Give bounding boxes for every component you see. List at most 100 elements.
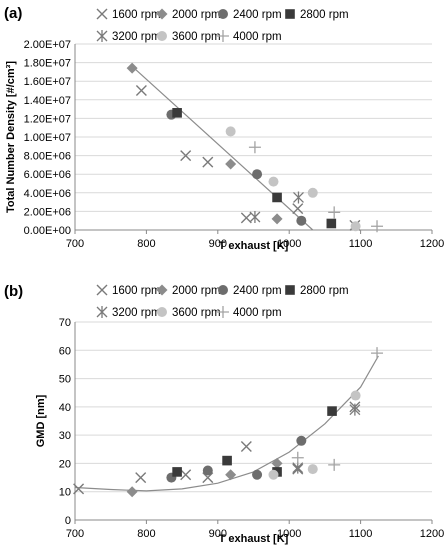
legend-marker: [96, 8, 108, 20]
y-tick-label: 60: [59, 345, 71, 357]
legend-entry: 1600 rpm: [96, 8, 161, 21]
data-point: [271, 457, 283, 469]
series-2400-rpm: [166, 435, 307, 483]
data-point: [328, 206, 341, 219]
data-point: [172, 467, 182, 477]
data-point: [240, 440, 252, 452]
series-4000-rpm: [291, 347, 384, 471]
y-tick-label: 2.00E+06: [24, 206, 71, 218]
x-tick-label: 700: [66, 528, 84, 540]
y-tick-label: 8.00E+06: [24, 151, 71, 163]
data-point: [249, 210, 261, 223]
legend-entry: 3200 rpm: [96, 306, 161, 319]
legend-marker: [157, 31, 167, 41]
legend-label: 2800 rpm: [300, 9, 349, 21]
legend-marker: [96, 30, 108, 42]
data-point: [252, 169, 263, 180]
x-tick-label: 1200: [420, 528, 444, 540]
data-point: [126, 486, 138, 498]
data-point: [296, 435, 307, 446]
data-point: [328, 458, 341, 471]
y-tick-label: 20: [59, 458, 71, 470]
x-tick-label: 1100: [349, 528, 373, 540]
y-tick-label: 70: [59, 317, 71, 329]
data-point: [248, 141, 261, 154]
y-tick-label: 4.00E+06: [24, 188, 71, 200]
legend-entry: 4000 rpm: [217, 306, 282, 319]
y-tick-label: 1.60E+07: [24, 76, 71, 88]
y-tick-label: 40: [59, 402, 71, 414]
y-tick-label: 10: [59, 487, 71, 499]
panel-label: (b): [4, 283, 23, 300]
data-point: [291, 451, 304, 464]
data-point: [296, 215, 307, 226]
legend-marker: [218, 9, 228, 19]
data-point: [252, 469, 263, 480]
data-point: [202, 472, 214, 484]
x-tick-label: 700: [66, 238, 84, 250]
legend-marker: [217, 30, 229, 42]
data-point: [271, 213, 283, 225]
data-point: [350, 221, 361, 232]
y-tick-label: 1.20E+07: [24, 113, 71, 125]
legend-label: 4000 rpm: [233, 307, 282, 319]
data-point: [268, 469, 279, 480]
legend-label: 2400 rpm: [233, 9, 282, 21]
data-point: [307, 464, 318, 475]
x-tick-label: 1100: [349, 238, 373, 250]
legend-entry: 3600 rpm: [157, 31, 221, 43]
legend-label: 1600 rpm: [112, 285, 161, 297]
legend-label: 2000 rpm: [172, 9, 221, 21]
x-axis-label: T exhaust [K]: [219, 533, 289, 545]
trendline: [74, 355, 379, 492]
data-point: [293, 191, 304, 204]
legend-label: 2400 rpm: [233, 285, 282, 297]
legend-entry: 2800 rpm: [285, 9, 349, 21]
legend-label: 2000 rpm: [172, 285, 221, 297]
legend-entry: 1600 rpm: [96, 284, 161, 297]
legend-label: 3600 rpm: [172, 307, 221, 319]
y-tick-label: 1.40E+07: [24, 95, 71, 107]
data-point: [371, 347, 384, 360]
legend-marker: [156, 284, 168, 296]
chart-panel-1: (a) 0.00E+00 2.00E+06 4.00E+06 6.00E+06 8.00E…: [4, 5, 444, 252]
x-tick-label: 800: [137, 528, 155, 540]
series-3600-rpm: [268, 390, 361, 480]
y-tick-label: 0.00E+00: [24, 225, 71, 237]
series-3600-rpm: [225, 126, 361, 232]
data-point: [272, 192, 282, 203]
y-tick-label: 1.00E+07: [24, 132, 71, 144]
data-point: [240, 212, 252, 224]
data-point: [202, 156, 214, 168]
legend-entry: 3600 rpm: [157, 307, 221, 319]
series-2400-rpm: [166, 109, 307, 226]
legend-entry: 2000 rpm: [156, 284, 221, 297]
legend-marker: [285, 285, 295, 295]
legend-marker: [218, 285, 228, 295]
legend-entry: 2400 rpm: [218, 9, 282, 21]
data-point: [326, 218, 337, 229]
data-point: [225, 158, 237, 170]
data-point: [126, 62, 138, 74]
data-point: [202, 465, 213, 476]
legend-marker: [285, 9, 295, 19]
series-2800-rpm: [172, 108, 337, 229]
panel-label: (a): [4, 5, 22, 22]
data-point: [73, 483, 85, 495]
x-tick-label: 1000: [277, 238, 301, 250]
trendline: [131, 65, 314, 231]
series-2000-rpm: [126, 457, 283, 498]
y-tick-label: 30: [59, 430, 71, 442]
legend-entry: 2000 rpm: [156, 8, 221, 21]
data-point: [371, 220, 384, 233]
data-point: [225, 126, 236, 137]
y-axis-label: GMD [nm]: [35, 394, 47, 447]
data-point: [180, 469, 192, 481]
legend-marker: [217, 306, 229, 318]
x-tick-label: 800: [137, 238, 155, 250]
legend-entry: 4000 rpm: [217, 30, 282, 43]
y-tick-label: 0: [65, 515, 71, 527]
data-point: [180, 150, 192, 162]
y-tick-label: 2.00E+07: [24, 39, 71, 51]
